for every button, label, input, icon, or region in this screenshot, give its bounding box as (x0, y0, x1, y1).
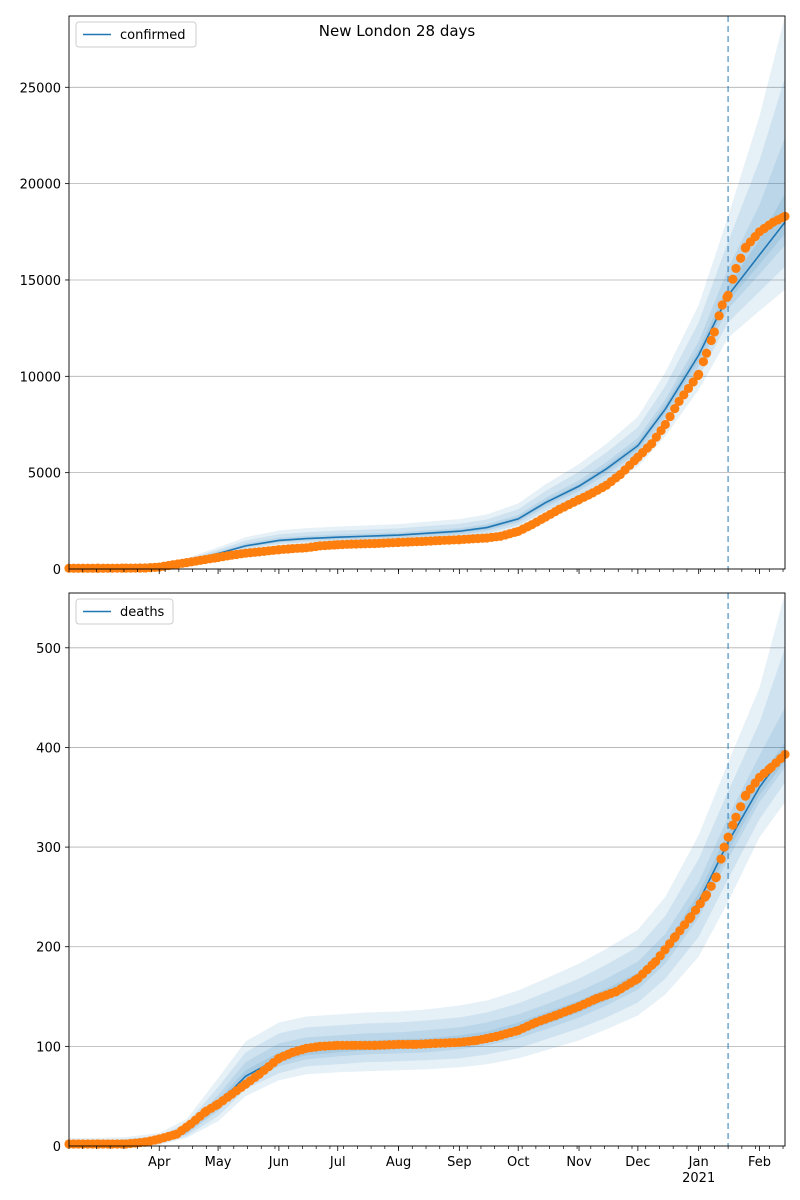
observed-point (723, 290, 733, 300)
observed-point (716, 854, 726, 864)
y-tick-label: 500 (36, 642, 61, 657)
x-year-label: 2021 (682, 1171, 715, 1186)
observed-point (690, 905, 701, 915)
y-tick-label: 5000 (28, 467, 61, 482)
x-tick-label: Feb (748, 1155, 771, 1170)
observed-point (665, 411, 675, 422)
observed-point (723, 832, 733, 842)
observed-point (660, 419, 670, 430)
y-tick-label: 400 (36, 741, 61, 756)
x-tick-label: Jan (688, 1155, 709, 1170)
observed-point (728, 820, 738, 830)
x-tick-label: Aug (386, 1155, 411, 1170)
legend: confirmed (75, 21, 197, 48)
observed-point (688, 377, 698, 387)
x-tick-label: Sep (447, 1155, 472, 1170)
y-tick-label: 0 (53, 1140, 61, 1155)
x-axis: Apr May Jun Jul Aug Sep Oct Nov Dec Jan Feb 2021 (148, 1155, 771, 1186)
x-tick-label: Apr (148, 1155, 171, 1170)
observed-point (701, 890, 712, 900)
uncertainty-band (69, 77, 785, 569)
observed-point (706, 335, 716, 346)
observed-point (686, 912, 696, 922)
observed-point (728, 274, 738, 284)
plot-frame (68, 15, 786, 570)
observed-point (709, 327, 719, 337)
legend-label: deaths (120, 605, 165, 620)
observed-point (651, 432, 661, 442)
x-tick-label: Jun (268, 1155, 289, 1170)
confirmed-panel: 0 5000 10000 15000 20000 25000 confirmed (20, 15, 790, 578)
x-tick-label: Dec (625, 1155, 650, 1170)
x-tick-label: Oct (507, 1155, 529, 1170)
y-tick-label: 300 (36, 841, 61, 856)
observed-point (701, 348, 712, 358)
observed-point (731, 263, 741, 274)
observed-point (717, 300, 727, 310)
chart-title: New London 28 days (319, 22, 476, 40)
observed-point (679, 390, 689, 400)
observed-point (698, 357, 708, 367)
x-tick-label: May (205, 1155, 232, 1170)
uncertainty-band (69, 647, 785, 1146)
observed-point (694, 369, 704, 379)
y-tick-label: 100 (36, 1040, 61, 1055)
observed-point (674, 396, 684, 406)
uncertainty-band (69, 16, 785, 569)
x-tick-label: Nov (566, 1155, 592, 1170)
y-tick-label: 15000 (20, 274, 61, 289)
y-tick-label: 20000 (20, 178, 61, 193)
observed-point (714, 311, 724, 321)
uncertainty-band (69, 593, 785, 1146)
observed-point (706, 881, 716, 891)
deaths-panel: 0 100 200 300 400 500 deaths (36, 592, 790, 1155)
plot-frame (68, 592, 786, 1147)
observed-point (736, 802, 746, 812)
y-tick-label: 25000 (20, 81, 61, 96)
x-tick-label: Jul (329, 1155, 346, 1170)
observed-point (647, 439, 657, 449)
observed-point (736, 253, 746, 263)
observed-point (719, 842, 729, 852)
legend: deaths (75, 598, 174, 625)
y-tick-label: 0 (53, 563, 61, 578)
y-tick-label: 10000 (20, 370, 61, 385)
observed-point (695, 899, 705, 909)
observed-point (683, 383, 694, 394)
legend-label: confirmed (120, 28, 186, 43)
uncertainty-band (69, 707, 785, 1146)
y-tick-label: 200 (36, 941, 61, 956)
legend-box (75, 598, 174, 625)
observed-point (731, 812, 741, 822)
legend-box (75, 21, 197, 48)
observed-point (711, 872, 721, 882)
observed-point (670, 404, 680, 414)
